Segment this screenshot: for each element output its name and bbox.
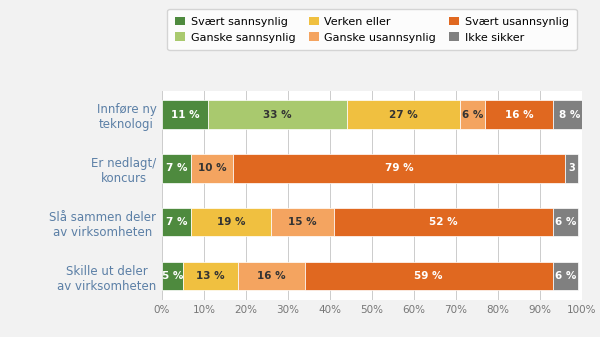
Text: 16 %: 16 % [257, 271, 286, 281]
Text: 59 %: 59 % [415, 271, 443, 281]
Text: 10 %: 10 % [198, 163, 227, 174]
Bar [183, 263, 238, 290]
Text: 16 %: 16 % [505, 110, 533, 120]
Text: 8 %: 8 % [559, 110, 580, 120]
Text: 15 %: 15 % [289, 217, 317, 227]
Bar [271, 208, 334, 237]
Legend: Svært sannsynlig, Ganske sannsynlig, Verken eller, Ganske usannsynlig, Svært usa: Svært sannsynlig, Ganske sannsynlig, Ver… [167, 9, 577, 51]
Bar [460, 100, 485, 128]
Bar [162, 154, 191, 183]
Bar [191, 208, 271, 237]
Bar [191, 154, 233, 183]
Text: 19 %: 19 % [217, 217, 245, 227]
Text: 33 %: 33 % [263, 110, 292, 120]
Bar [334, 208, 553, 237]
Bar [162, 263, 183, 290]
Bar [553, 208, 578, 237]
Text: 5 %: 5 % [162, 271, 183, 281]
Bar [305, 263, 553, 290]
Bar [347, 100, 460, 128]
Text: 6 %: 6 % [554, 271, 576, 281]
Text: 7 %: 7 % [166, 163, 187, 174]
Text: 6 %: 6 % [554, 217, 576, 227]
Text: 3: 3 [568, 163, 575, 174]
Bar [162, 208, 191, 237]
Text: 52 %: 52 % [429, 217, 458, 227]
Bar [553, 263, 578, 290]
Bar [162, 100, 208, 128]
Bar [233, 154, 565, 183]
Bar [485, 100, 553, 128]
Bar [208, 100, 347, 128]
Text: 11 %: 11 % [171, 110, 199, 120]
Text: 7 %: 7 % [166, 217, 187, 227]
Text: 13 %: 13 % [196, 271, 224, 281]
Text: 79 %: 79 % [385, 163, 413, 174]
Text: 27 %: 27 % [389, 110, 418, 120]
Bar [565, 154, 578, 183]
Bar [238, 263, 305, 290]
Bar [553, 100, 586, 128]
Text: 6 %: 6 % [462, 110, 484, 120]
